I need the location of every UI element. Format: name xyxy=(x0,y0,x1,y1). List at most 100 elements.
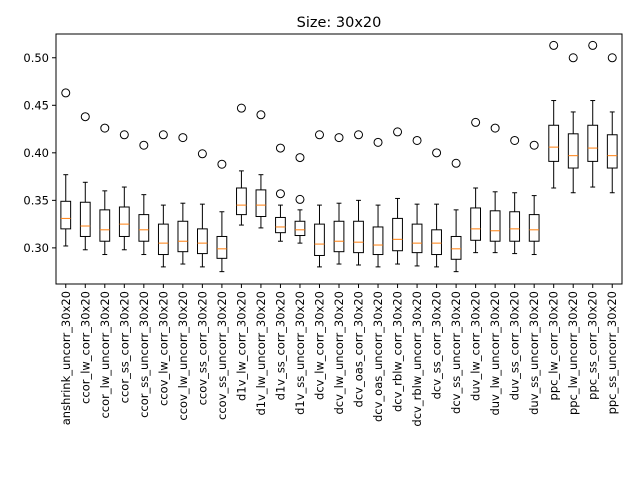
x-tick-label: dcv_lw_corr_30x20 xyxy=(312,291,326,400)
plot-area: 0.30 0.35 0.40 0.45 0.50 anshrink_uncorr_30x2… xyxy=(23,40,619,427)
x-tick-label: ccor_lw_uncorr_30x20 xyxy=(98,291,112,419)
box-1 xyxy=(79,112,91,251)
box-12 xyxy=(294,153,306,244)
x-tick-label: ppc_lw_corr_30x20 xyxy=(547,291,561,400)
outlier-point xyxy=(256,110,266,120)
box-body xyxy=(157,223,169,256)
box-body xyxy=(392,217,403,252)
box-body xyxy=(333,220,345,253)
box-body xyxy=(372,226,384,256)
x-tick-label: d1v_ss_uncorr_30x20 xyxy=(293,291,307,415)
box-13 xyxy=(314,130,325,268)
x-tick-label: ccor_ss_corr_30x20 xyxy=(117,291,131,403)
box-body xyxy=(411,223,423,254)
box-body xyxy=(314,223,325,256)
box-21 xyxy=(470,117,482,254)
box-body xyxy=(177,220,189,253)
box-0 xyxy=(60,88,72,247)
outlier-point xyxy=(588,40,598,50)
box-body xyxy=(509,211,521,242)
outlier-point xyxy=(432,148,442,158)
box-6 xyxy=(177,133,189,265)
outlier-point xyxy=(451,158,461,168)
y-tick-label: 0.35 xyxy=(23,193,49,207)
box-body xyxy=(431,229,442,256)
box-body xyxy=(255,189,267,218)
x-tick-label: d1v_lw_corr_30x20 xyxy=(234,291,248,401)
x-tick-label: ccor_lw_corr_30x20 xyxy=(78,291,92,404)
axes-frame xyxy=(55,33,623,285)
x-tick-label: ppc_lw_uncorr_30x20 xyxy=(566,291,580,415)
x-tick-label: ccor_ss_uncorr_30x20 xyxy=(137,291,151,418)
x-tick-label: ccov_lw_corr_30x20 xyxy=(156,291,170,406)
box-5 xyxy=(157,130,169,268)
outlier-point xyxy=(100,123,110,133)
outlier-point xyxy=(295,194,305,204)
box-body xyxy=(79,201,91,237)
chart-title: Size: 30x20 xyxy=(297,15,382,31)
outlier-point xyxy=(158,130,168,140)
x-tick-label: duv_ss_uncorr_30x20 xyxy=(527,291,541,415)
box-20 xyxy=(450,158,462,273)
x-tick-label: ccov_lw_uncorr_30x20 xyxy=(176,291,190,421)
y-tick-label: 0.40 xyxy=(23,146,49,160)
box-body xyxy=(99,209,111,242)
box-11 xyxy=(275,143,286,242)
box-9 xyxy=(236,103,247,226)
box-body xyxy=(528,214,540,242)
box-16 xyxy=(372,137,384,268)
box-19 xyxy=(431,148,442,268)
x-tick-label: duv_lw_corr_30x20 xyxy=(469,291,483,401)
box-23 xyxy=(509,135,521,255)
outlier-point xyxy=(568,53,578,63)
outlier-point xyxy=(490,123,500,133)
outlier-point xyxy=(412,135,422,145)
outlier-point xyxy=(529,140,539,150)
x-tick-label: ppc_ss_uncorr_30x20 xyxy=(605,291,619,414)
x-tick-label: dcv_ss_corr_30x20 xyxy=(430,291,444,399)
box-25 xyxy=(548,40,560,189)
box-4 xyxy=(138,140,150,256)
outlier-point xyxy=(354,130,364,140)
x-tick-label: ccov_ss_corr_30x20 xyxy=(195,291,209,405)
y-tick-label: 0.50 xyxy=(23,51,49,65)
box-27 xyxy=(587,40,599,188)
x-tick-label: duv_lw_uncorr_30x20 xyxy=(488,291,502,416)
outlier-point xyxy=(119,130,129,140)
outlier-point xyxy=(217,159,227,169)
box-28 xyxy=(606,53,618,194)
box-body xyxy=(197,228,208,255)
box-22 xyxy=(489,123,501,254)
outlier-point xyxy=(607,53,617,63)
x-tick-label: dcv_oas_corr_30x20 xyxy=(352,291,366,407)
x-tick-label: dcv_rblw_corr_30x20 xyxy=(391,291,405,412)
outlier-point xyxy=(373,137,383,147)
x-tick-label: dcv_oas_uncorr_30x20 xyxy=(371,291,385,422)
box-body xyxy=(60,200,72,230)
outlier-point xyxy=(80,112,90,122)
box-15 xyxy=(353,130,364,266)
box-body xyxy=(450,235,462,260)
x-tick-label: d1v_lw_uncorr_30x20 xyxy=(254,291,268,416)
box-24 xyxy=(528,140,540,256)
box-body xyxy=(216,235,228,259)
box-body xyxy=(587,124,599,162)
outlier-point xyxy=(61,88,71,98)
box-body xyxy=(489,210,501,242)
box-body xyxy=(606,134,618,169)
outlier-point xyxy=(471,117,481,127)
outlier-point xyxy=(314,130,324,140)
box-26 xyxy=(567,53,579,194)
y-tick-label: 0.30 xyxy=(23,241,49,255)
box-body xyxy=(548,124,560,162)
box-body xyxy=(353,220,364,254)
x-tick-label: ccov_ss_uncorr_30x20 xyxy=(215,291,229,420)
x-tick-label: ppc_ss_corr_30x20 xyxy=(586,291,600,400)
outlier-point xyxy=(549,40,559,50)
box-18 xyxy=(411,135,423,267)
outlier-point xyxy=(139,140,149,150)
y-tick-label: 0.45 xyxy=(23,98,49,112)
outlier-point xyxy=(393,127,403,137)
box-10 xyxy=(255,110,267,229)
